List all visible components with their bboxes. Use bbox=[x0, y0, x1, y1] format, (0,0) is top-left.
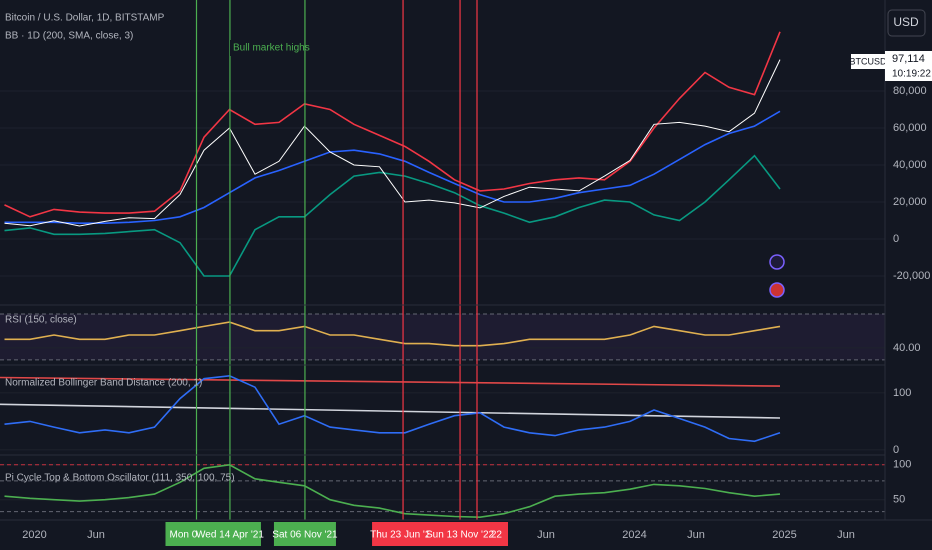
price-tag bbox=[885, 51, 932, 81]
series-line bbox=[4, 463, 781, 519]
event-label-box bbox=[429, 522, 492, 546]
event-label: Thu 23 Jun '22 bbox=[370, 530, 436, 541]
y-tick-label: 0 bbox=[893, 444, 899, 456]
y-tick-label: -20,000 bbox=[893, 270, 930, 282]
y-tick-label: 100 bbox=[893, 459, 911, 471]
event-label: Mon 0 bbox=[170, 530, 198, 541]
annotation-box bbox=[230, 40, 302, 56]
annotation: Bull market highs bbox=[233, 43, 310, 54]
y-tick-label: 60,000 bbox=[893, 122, 927, 134]
event-label: Sat 06 Nov '21 bbox=[272, 530, 338, 541]
y-tick-label: 50 bbox=[893, 494, 905, 506]
series-line bbox=[4, 321, 781, 347]
event-icon[interactable] bbox=[769, 254, 785, 270]
x-tick-label: Jun bbox=[537, 529, 555, 541]
pane-title: RSI (150, close) bbox=[5, 315, 77, 326]
plot bbox=[0, 0, 885, 520]
event-label: Wed 14 Apr '21 bbox=[196, 530, 264, 541]
x-tick-label: Jun bbox=[87, 529, 105, 541]
rsi-band bbox=[0, 314, 885, 360]
y-tick-label: 20,000 bbox=[893, 196, 927, 208]
symbol-label: BTCUSD bbox=[849, 56, 887, 66]
series-line bbox=[0, 403, 781, 419]
series-line bbox=[4, 59, 781, 227]
event-label-box bbox=[372, 522, 435, 546]
event-label-box bbox=[273, 522, 336, 546]
currency-button[interactable] bbox=[887, 9, 926, 37]
pane-title: Pi Cycle Top & Bottom Oscillator (111, 3… bbox=[5, 473, 235, 484]
last-price: 97,114 bbox=[892, 53, 925, 65]
y-tick-label: 40,000 bbox=[893, 159, 927, 171]
x-tick-label: 2024 bbox=[622, 529, 646, 541]
currency-label: USD bbox=[893, 15, 919, 29]
event-icon[interactable] bbox=[769, 282, 785, 298]
y-tick-label: 40.00 bbox=[893, 342, 921, 354]
x-tick-label: 2025 bbox=[772, 529, 796, 541]
series-line bbox=[0, 376, 781, 387]
series-line bbox=[4, 110, 781, 224]
y-tick-label: 0 bbox=[893, 233, 899, 245]
chart-title: Bitcoin / U.S. Dollar, 1D, BITSTAMP bbox=[5, 13, 165, 24]
symbol-tag bbox=[851, 54, 885, 69]
x-tick-label: 2020 bbox=[22, 529, 46, 541]
series-line bbox=[4, 31, 781, 218]
countdown: 10:19:22 bbox=[892, 69, 931, 80]
indicator-title: BB · 1D (200, SMA, close, 3) bbox=[5, 31, 133, 42]
y-tick-label: 100 bbox=[893, 387, 911, 399]
x-tick-label: Jun bbox=[687, 529, 705, 541]
series-line bbox=[4, 374, 781, 443]
x-tick-label: Jun bbox=[837, 529, 855, 541]
event-label: 22 bbox=[491, 530, 503, 541]
series-line bbox=[4, 154, 781, 277]
event-label-box bbox=[198, 522, 261, 546]
pane-title: Normalized Bollinger Band Distance (200,… bbox=[5, 378, 202, 389]
y-tick-label: 80,000 bbox=[893, 85, 927, 97]
event-label: Sun 13 Nov '22 bbox=[426, 530, 495, 541]
